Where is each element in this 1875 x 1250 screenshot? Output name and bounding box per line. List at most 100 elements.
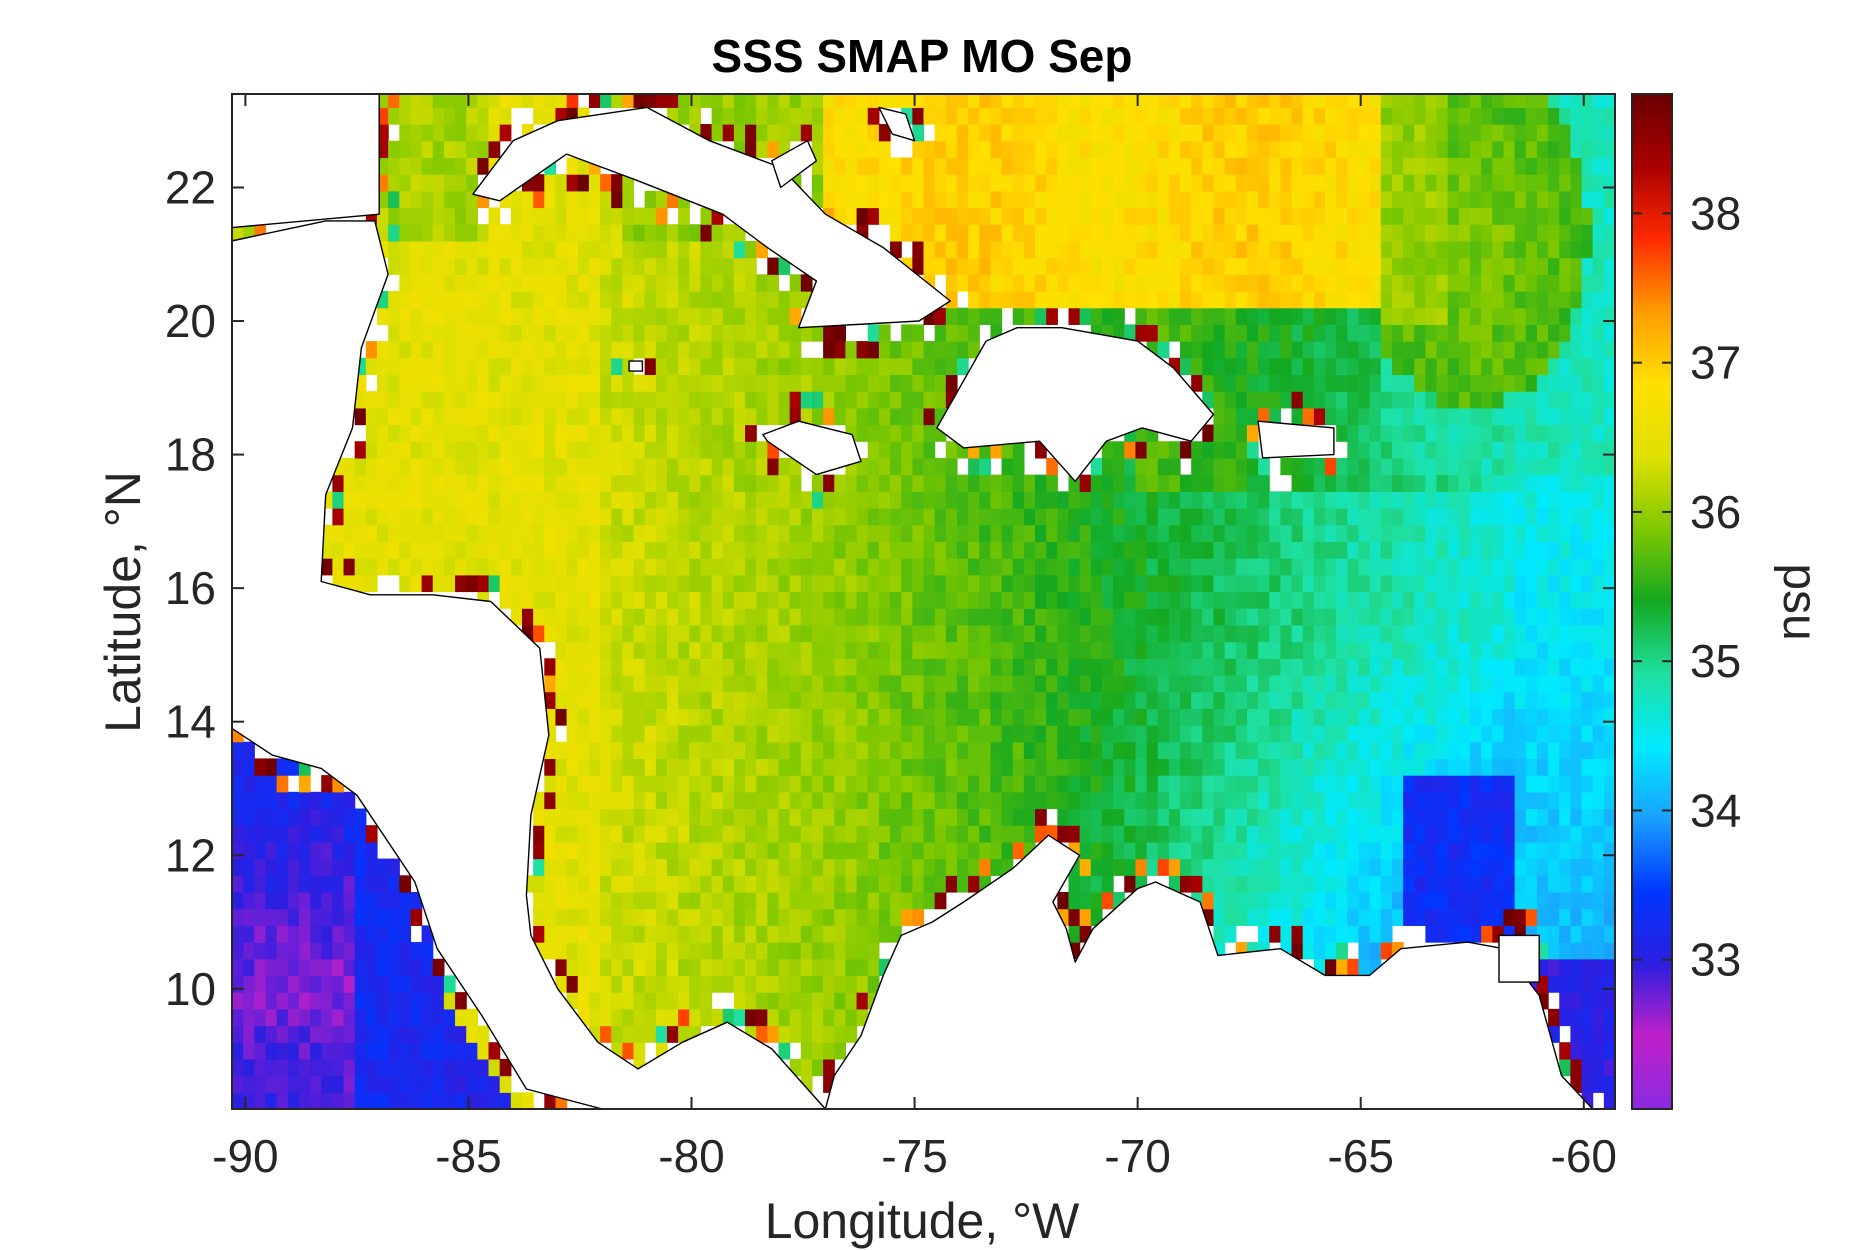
salinity-cell	[867, 424, 880, 442]
salinity-cell	[811, 1025, 824, 1043]
salinity-cell	[878, 157, 891, 175]
salinity-cell	[1481, 94, 1493, 108]
salinity-cell	[466, 508, 478, 526]
salinity-cell	[1246, 491, 1259, 509]
salinity-cell	[577, 424, 590, 442]
salinity-cell	[1202, 508, 1215, 526]
salinity-cell	[1358, 741, 1371, 760]
salinity-cell	[376, 1058, 389, 1077]
salinity-cell	[1157, 491, 1170, 509]
salinity-cell	[945, 441, 958, 459]
salinity-cell	[1235, 307, 1248, 325]
salinity-cell	[577, 758, 590, 776]
salinity-cell	[901, 808, 913, 826]
salinity-cell	[488, 407, 501, 426]
salinity-cell	[1358, 174, 1371, 192]
salinity-cell	[1057, 658, 1070, 676]
salinity-cell	[733, 307, 746, 325]
salinity-cell	[800, 290, 813, 309]
salinity-cell	[1146, 207, 1159, 225]
salinity-cell	[1001, 508, 1014, 526]
salinity-cell	[600, 925, 612, 943]
salinity-cell	[1291, 925, 1304, 943]
salinity-cell	[332, 558, 345, 576]
salinity-cell	[1313, 624, 1326, 643]
salinity-cell	[1168, 324, 1181, 342]
salinity-cell	[1235, 875, 1248, 893]
salinity-cell	[789, 925, 802, 943]
salinity-cell	[1302, 374, 1315, 392]
salinity-cell	[1481, 157, 1493, 175]
salinity-cell	[834, 891, 847, 910]
salinity-cell	[756, 341, 768, 359]
salinity-cell	[644, 307, 657, 325]
salinity-cell	[1057, 157, 1070, 175]
salinity-cell	[1492, 775, 1505, 793]
salinity-cell	[1347, 190, 1360, 209]
salinity-cell	[376, 240, 389, 259]
salinity-cell	[421, 324, 434, 342]
salinity-cell	[1447, 257, 1460, 275]
salinity-cell	[1224, 374, 1237, 392]
salinity-cell	[1213, 457, 1226, 476]
salinity-cell	[455, 207, 467, 225]
salinity-cell	[421, 958, 434, 977]
salinity-cell	[1414, 140, 1426, 159]
salinity-cell	[588, 324, 601, 342]
salinity-cell	[510, 508, 523, 526]
salinity-cell	[555, 441, 568, 459]
salinity-cell	[678, 608, 690, 626]
salinity-cell	[968, 725, 980, 743]
salinity-cell	[1336, 908, 1348, 926]
salinity-cell	[644, 574, 657, 593]
salinity-cell	[811, 808, 824, 826]
salinity-cell	[678, 708, 690, 726]
salinity-cell	[1258, 374, 1270, 392]
salinity-cell	[800, 574, 813, 593]
salinity-cell	[1380, 708, 1393, 726]
salinity-cell	[1057, 174, 1070, 192]
salinity-cell	[1202, 257, 1215, 275]
salinity-cell	[633, 992, 646, 1010]
salinity-cell	[1202, 491, 1215, 509]
salinity-cell	[1035, 825, 1047, 843]
salinity-cell	[1101, 140, 1114, 159]
salinity-cell	[1258, 240, 1270, 259]
salinity-cell	[544, 541, 557, 559]
salinity-cell	[1291, 324, 1304, 342]
salinity-cell	[555, 741, 568, 760]
salinity-cell	[666, 658, 679, 676]
salinity-cell	[979, 641, 992, 659]
salinity-cell	[956, 157, 969, 175]
salinity-cell	[1235, 825, 1248, 843]
salinity-cell	[711, 975, 724, 993]
salinity-cell	[745, 107, 757, 125]
salinity-cell	[1023, 641, 1036, 659]
salinity-cell	[488, 1092, 501, 1109]
salinity-cell	[834, 808, 847, 826]
salinity-cell	[901, 341, 913, 359]
salinity-cell	[399, 457, 412, 476]
salinity-cell	[388, 324, 400, 342]
salinity-cell	[388, 190, 400, 209]
salinity-cell	[343, 558, 356, 576]
salinity-cell	[800, 1025, 813, 1043]
salinity-cell	[990, 775, 1003, 793]
salinity-cell	[1068, 491, 1081, 509]
salinity-cell	[689, 407, 702, 426]
salinity-cell	[376, 107, 389, 125]
salinity-cell	[666, 424, 679, 442]
salinity-cell	[789, 524, 802, 542]
salinity-cell	[945, 658, 958, 676]
salinity-cell	[711, 958, 724, 977]
plot-area	[232, 94, 1615, 1109]
salinity-cell	[1213, 841, 1226, 860]
salinity-cell	[1135, 758, 1148, 776]
salinity-cell	[1235, 391, 1248, 409]
salinity-cell	[555, 491, 568, 509]
salinity-cell	[711, 558, 724, 576]
salinity-cell	[466, 574, 478, 593]
salinity-cell	[1235, 758, 1248, 776]
salinity-cell	[912, 841, 925, 860]
salinity-cell	[443, 474, 456, 492]
